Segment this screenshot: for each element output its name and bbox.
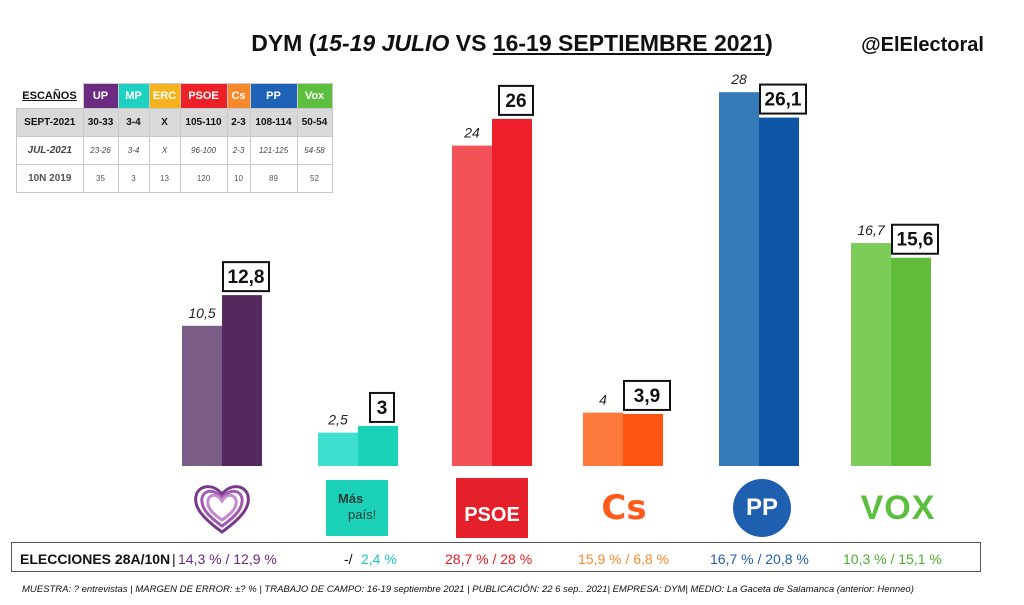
label-box-new-4 — [759, 83, 807, 115]
elections-vox: 10,3 % / 15,1 % — [843, 551, 942, 567]
seat-cell: 52 — [296, 164, 333, 193]
label-old-3: 4 — [599, 392, 607, 408]
elections-bar-sep: | — [172, 551, 176, 567]
seats-row-sept: SEPT-2021 30-33 3-4 X 105-110 2-3 108-11… — [16, 108, 333, 137]
bar-old-3 — [583, 412, 623, 466]
bar-old-5 — [851, 243, 891, 466]
seat-cell: X — [148, 108, 181, 137]
party-header-erc: ERC — [148, 83, 181, 109]
seat-cell: 3-4 — [117, 136, 150, 165]
label-box-new-2 — [498, 84, 534, 116]
seat-cell: 89 — [249, 164, 298, 193]
psoe-text: PSOE — [464, 503, 520, 526]
psoe-box: PSOE — [456, 478, 528, 538]
label-new-5: 15,6 — [897, 230, 934, 251]
mas-pais-line1: Más — [338, 491, 364, 506]
party-header-mp: MP — [117, 83, 150, 109]
seats-label: ESCAÑOS — [16, 83, 83, 109]
title-pollster: DYM ( — [251, 30, 317, 56]
label-new-4: 26,1 — [765, 90, 802, 111]
logo-up — [183, 478, 261, 538]
bar-old-4 — [719, 92, 759, 466]
bar-new-5 — [891, 257, 931, 466]
elections-cs: 15,9 % / 6,8 % — [578, 551, 670, 567]
bar-new-0 — [222, 295, 262, 466]
label-new-2: 26 — [505, 91, 526, 112]
seats-header-row: ESCAÑOS UP MP ERC PSOE Cs PP Vox — [16, 83, 333, 109]
elections-mp-prefix: -/ — [344, 551, 353, 567]
elections-up: 14,3 % / 12,9 % — [178, 551, 277, 567]
elections-box — [11, 542, 981, 572]
logo-mas-pais: Más país! — [318, 478, 396, 538]
bar-old-0 — [182, 325, 222, 466]
logo-vox: VOX — [848, 478, 948, 538]
pp-circle: PP — [733, 479, 791, 537]
seat-cell: 105-110 — [179, 108, 228, 137]
heart-logo-icon — [194, 485, 250, 534]
label-box-new-5 — [891, 223, 939, 255]
label-box-new-1 — [369, 391, 395, 423]
elections-label: ELECCIONES 28A/10N — [20, 551, 171, 567]
logo-cs: Cs — [585, 478, 663, 538]
elections-mp: 2,4 % — [361, 551, 397, 567]
label-old-5: 16,7 — [857, 222, 885, 238]
pp-text: PP — [745, 494, 778, 521]
elections-psoe: 28,7 % / 28 % — [445, 551, 533, 567]
mas-pais-line2: país! — [348, 507, 377, 522]
seats-row-10n: 10N 2019 35 3 13 120 10 89 52 — [16, 164, 333, 193]
chart-title: DYM (15-19 JULIO VS 16-19 SEPTIEMBRE 202… — [0, 30, 1024, 57]
logo-pp: PP — [723, 478, 801, 538]
bar-new-3 — [623, 413, 663, 466]
seat-cell: 108-114 — [249, 108, 298, 137]
title-old-dates: 15-19 JULIO — [316, 30, 450, 56]
seats-table: ESCAÑOS UP MP ERC PSOE Cs PP Vox SEPT-20… — [16, 83, 333, 193]
seat-cell: X — [148, 136, 181, 165]
bar-new-2 — [492, 118, 532, 467]
bar-old-2 — [452, 145, 492, 466]
logo-psoe: PSOE — [453, 478, 531, 538]
seat-cell: 2-3 — [226, 108, 251, 137]
party-header-cs: Cs — [226, 83, 251, 109]
seat-cell: 35 — [82, 164, 119, 193]
label-old-4: 28 — [730, 71, 747, 87]
label-old-1: 2,5 — [327, 412, 348, 428]
seat-cell: 54-58 — [296, 136, 333, 165]
title-vs: VS — [449, 30, 493, 56]
label-new-0: 12,8 — [228, 267, 265, 288]
title-new-dates: 16-19 SEPTIEMBRE 2021 — [492, 30, 766, 56]
row-label: 10N 2019 — [16, 164, 84, 193]
label-new-1: 3 — [377, 398, 388, 419]
seat-cell: 10 — [226, 164, 251, 193]
seat-cell: 3-4 — [117, 108, 150, 137]
cs-text: Cs — [601, 488, 647, 528]
label-old-0: 10,5 — [188, 305, 215, 321]
bar-old-1 — [318, 432, 358, 466]
label-old-2: 24 — [463, 125, 480, 141]
elections-pp: 16,7 % / 20,8 % — [710, 551, 809, 567]
label-box-new-0 — [222, 261, 270, 293]
seat-cell: 50-54 — [296, 108, 333, 137]
party-header-pp: PP — [249, 83, 298, 109]
twitter-handle: @ElElectoral — [861, 34, 984, 56]
label-new-3: 3,9 — [634, 386, 660, 407]
seats-row-jul: JUL-2021 23-26 3-4 X 96-100 2-3 121-125 … — [16, 136, 333, 165]
methodology-note: MUESTRA: ? entrevistas | MARGEN DE ERROR… — [22, 584, 914, 595]
bar-new-4 — [759, 117, 799, 466]
bar-new-1 — [358, 425, 398, 466]
vox-text: VOX — [860, 488, 936, 527]
title-close: ) — [765, 30, 773, 56]
mas-pais-box: Más país! — [326, 480, 388, 536]
label-box-new-3 — [623, 379, 671, 411]
party-header-vox: Vox — [296, 83, 333, 109]
party-header-up: UP — [82, 83, 119, 109]
